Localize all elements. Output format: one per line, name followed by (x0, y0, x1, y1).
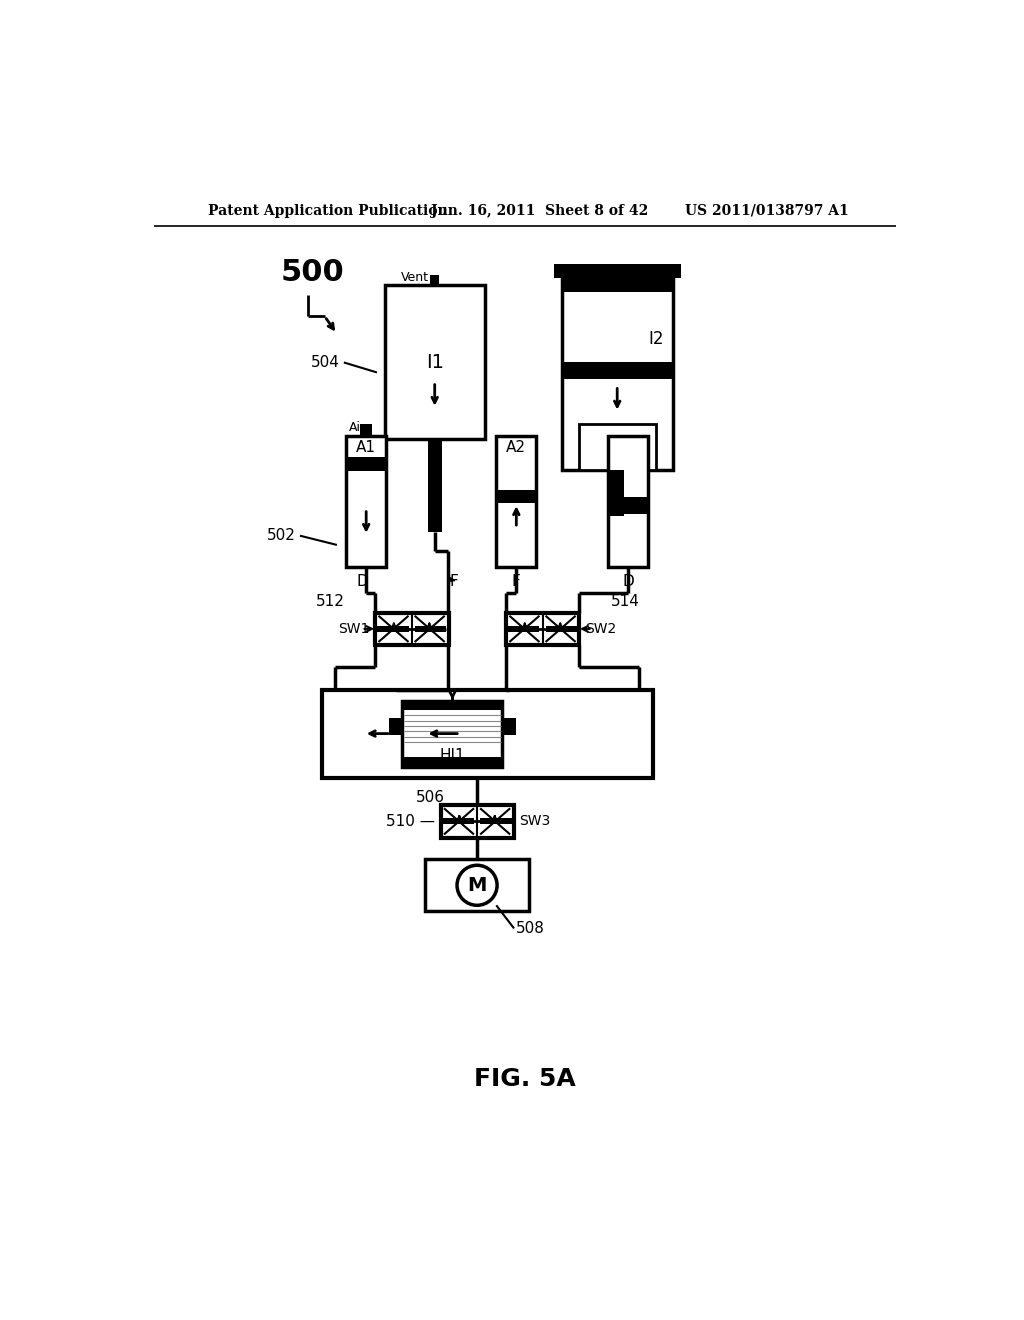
Text: Air: Air (348, 421, 366, 434)
Bar (508, 626, 540, 632)
Bar (346, 436, 386, 566)
Bar (376, 612, 449, 645)
Text: 514: 514 (611, 594, 640, 609)
Bar (503, 718, 516, 735)
Text: Patent Application Publication: Patent Application Publication (208, 203, 447, 218)
Text: F: F (450, 574, 459, 590)
Bar (402, 701, 503, 767)
Text: 510 —: 510 — (386, 814, 435, 829)
Text: Vent: Vent (400, 271, 429, 284)
Text: D: D (356, 574, 369, 590)
Text: US 2011/0138797 A1: US 2011/0138797 A1 (685, 203, 849, 218)
Text: Jun. 16, 2011  Sheet 8 of 42: Jun. 16, 2011 Sheet 8 of 42 (431, 203, 648, 218)
Bar (388, 718, 402, 735)
Bar (322, 689, 652, 779)
Bar (562, 277, 674, 292)
Text: F: F (512, 574, 521, 590)
Text: 508: 508 (515, 921, 545, 936)
Bar (402, 758, 503, 767)
Text: SW1: SW1 (338, 622, 370, 636)
Text: I2: I2 (648, 330, 665, 348)
Bar (441, 805, 514, 838)
Text: 500: 500 (281, 257, 344, 286)
Text: SW3: SW3 (519, 814, 551, 829)
Bar (554, 264, 681, 277)
Bar (579, 424, 656, 470)
Bar (425, 859, 529, 911)
Bar (546, 626, 578, 632)
Text: 502: 502 (267, 528, 296, 544)
Text: A2: A2 (506, 440, 526, 454)
Text: 512: 512 (315, 594, 345, 609)
Bar (442, 818, 474, 825)
Bar (497, 436, 537, 566)
Bar (608, 498, 648, 515)
Bar (402, 701, 503, 710)
Text: D: D (623, 574, 634, 590)
Bar (497, 490, 537, 503)
Bar (430, 275, 439, 285)
Circle shape (457, 866, 497, 906)
Bar (480, 818, 512, 825)
Bar (385, 285, 484, 440)
Bar (506, 612, 580, 645)
Text: 504: 504 (311, 355, 340, 370)
Bar (360, 424, 373, 436)
Bar (415, 626, 446, 632)
Text: SW2: SW2 (585, 622, 616, 636)
Bar (608, 436, 648, 566)
Bar (562, 363, 674, 379)
Text: M: M (467, 875, 486, 895)
Text: 506: 506 (417, 789, 445, 805)
Text: I1: I1 (426, 352, 443, 372)
Bar (377, 626, 409, 632)
Text: HI1: HI1 (439, 747, 465, 763)
Bar (346, 457, 386, 471)
Bar (562, 277, 674, 470)
Text: A1: A1 (356, 440, 376, 454)
Bar (610, 470, 625, 516)
Bar (428, 440, 441, 532)
Text: FIG. 5A: FIG. 5A (474, 1067, 575, 1090)
